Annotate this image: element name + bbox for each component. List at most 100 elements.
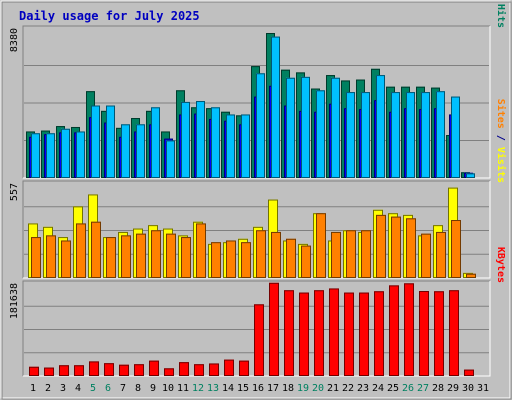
- bar-fill: [301, 76, 310, 178]
- bar-fill: [31, 237, 41, 278]
- bar-fill: [434, 291, 444, 376]
- bar-fill: [29, 366, 39, 376]
- x-tick-labels: 1 2 3 4 5 6 7 8 9 10 11 12 13 14 15 16 17 18 19 20 21 22 23 24 2…: [30, 383, 489, 394]
- bar-pages: [256, 73, 265, 178]
- bar-fill: [31, 133, 40, 178]
- bar-fill: [346, 230, 356, 278]
- bar-fill: [286, 77, 295, 178]
- x-tick-label: 20: [312, 383, 324, 394]
- bar-fill: [331, 77, 340, 178]
- bar-outline: [419, 291, 429, 376]
- bar-kbytes: [164, 368, 174, 376]
- bar-sites: [301, 245, 311, 278]
- bar-fill: [466, 273, 476, 278]
- bar-kbytes: [74, 365, 84, 376]
- bar-pages: [31, 133, 40, 178]
- bar-outline: [46, 235, 56, 278]
- bar-fill: [224, 359, 234, 376]
- bar-kbytes: [239, 360, 249, 376]
- bar-outline: [451, 96, 460, 178]
- x-tick-label: 3: [60, 383, 66, 394]
- panel-border-top: [22, 25, 490, 178]
- bar-outline: [316, 213, 326, 278]
- x-tick-label: 23: [357, 383, 369, 394]
- bar-fill: [59, 365, 69, 376]
- bar-outline: [449, 290, 459, 377]
- bar-outline: [256, 230, 266, 279]
- bar-outline: [166, 140, 175, 179]
- bar-outline: [466, 273, 476, 278]
- bar-sites: [436, 231, 446, 279]
- bar-pages: [436, 91, 445, 178]
- bar-outline: [151, 107, 160, 178]
- bar-fill: [241, 114, 250, 178]
- x-tick-label: 28: [432, 383, 444, 394]
- bar-outline: [76, 223, 86, 279]
- bar-fill: [164, 368, 174, 376]
- bar-kbytes: [389, 285, 399, 377]
- bar-outline: [136, 233, 146, 278]
- bar-outline: [196, 223, 206, 279]
- series-pages: [31, 36, 475, 179]
- bar-outline: [89, 361, 99, 376]
- bar-sites: [241, 242, 251, 278]
- bar-fill: [449, 290, 459, 376]
- bar-fill: [374, 291, 384, 376]
- bar-outline: [406, 218, 416, 278]
- bar-pages: [211, 107, 220, 178]
- bar-outline: [391, 216, 401, 278]
- bar-fill: [271, 231, 281, 278]
- bar-outline: [104, 363, 114, 377]
- bar-outline: [391, 92, 400, 178]
- bar-fill: [76, 131, 85, 178]
- bar-sites: [106, 237, 116, 278]
- bar-outline: [406, 92, 415, 178]
- x-tick-label: 2: [45, 383, 51, 394]
- bar-fill: [344, 292, 354, 376]
- bar-outline: [434, 291, 444, 377]
- bar-fill: [61, 240, 71, 278]
- bar-pages: [451, 96, 460, 178]
- bar-kbytes: [149, 360, 159, 376]
- bar-kbytes: [254, 304, 264, 377]
- bar-outline: [121, 124, 130, 178]
- x-tick-label: 8: [135, 383, 141, 394]
- bar-outline: [106, 237, 116, 278]
- bar-fill: [391, 92, 400, 178]
- bar-sites: [331, 231, 341, 279]
- bar-fill: [239, 360, 249, 376]
- bar-pages: [406, 92, 415, 178]
- bar-kbytes: [134, 364, 144, 376]
- bar-outline: [134, 364, 144, 376]
- bar-outline: [46, 133, 55, 178]
- bar-outline: [271, 36, 280, 178]
- x-tick-label: 24: [372, 383, 384, 394]
- legend-part: Hits: [495, 4, 507, 28]
- x-tick-label: 13: [207, 383, 219, 394]
- legend-part: Sites: [495, 99, 507, 129]
- bar-sites: [31, 237, 41, 278]
- bar-outline: [226, 114, 235, 178]
- bar-fill: [359, 292, 369, 376]
- y-axis-legend-label: KBytes: [495, 247, 506, 283]
- series-sites: [31, 213, 476, 279]
- bar-outline: [421, 233, 431, 278]
- bar-outline: [224, 359, 234, 376]
- bar-sites: [271, 231, 281, 279]
- x-tick-label: 12: [192, 383, 204, 394]
- bar-fill: [89, 361, 99, 376]
- bar-fill: [436, 91, 445, 178]
- bar-outline: [376, 75, 385, 178]
- x-tick-label: 11: [177, 383, 189, 394]
- bar-outline: [404, 283, 414, 376]
- bar-fill: [406, 92, 415, 178]
- bar-fill: [361, 92, 370, 178]
- bar-outline: [119, 364, 129, 377]
- bar-outline: [451, 220, 461, 278]
- bar-sites: [346, 230, 356, 279]
- bar-sites: [226, 240, 236, 278]
- bar-fill: [256, 230, 266, 278]
- bar-fill: [404, 283, 414, 376]
- bar-kbytes: [359, 292, 369, 376]
